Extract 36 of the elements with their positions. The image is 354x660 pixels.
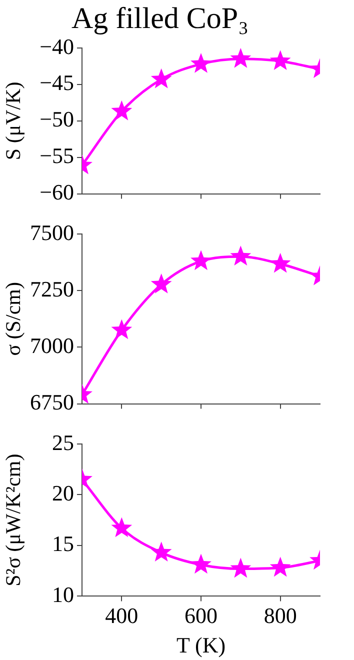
- point: [230, 558, 252, 578]
- y-tick-label: 6750: [30, 390, 74, 415]
- point: [150, 542, 172, 562]
- x-tick-label: 400: [105, 603, 138, 628]
- point: [270, 50, 291, 70]
- chart-title: Ag filled CoP₃: [71, 2, 249, 35]
- y-tick-label: −55: [40, 143, 74, 168]
- y-tick-label: 10: [52, 582, 74, 607]
- x-tick-label: 800: [264, 603, 297, 628]
- y-tick-label: 25: [52, 430, 74, 455]
- y-tick-label: −40: [40, 34, 74, 59]
- point: [190, 53, 212, 73]
- x-tick-label: 600: [184, 603, 218, 628]
- point: [270, 556, 291, 577]
- y-axis-title: S²σ (μW/K²cm): [1, 454, 26, 586]
- point: [190, 554, 212, 574]
- x-axis-title: T (K): [176, 632, 226, 658]
- point: [111, 517, 132, 538]
- point: [150, 273, 172, 294]
- point: [150, 68, 172, 88]
- y-tick-label: 20: [52, 480, 74, 506]
- y-tick-label: 7000: [30, 332, 74, 358]
- y-tick-label: 7250: [30, 276, 74, 302]
- point: [111, 100, 132, 120]
- y-tick-label: 15: [52, 531, 74, 556]
- point: [230, 48, 252, 68]
- point: [270, 252, 291, 273]
- y-axis-title: σ (S/cm): [1, 282, 26, 356]
- y-tick-label: −45: [40, 70, 74, 96]
- point: [111, 319, 132, 340]
- y-tick-label: 7500: [30, 220, 74, 245]
- y-tick-label: −60: [40, 180, 74, 205]
- y-axis-title: S (μV/K): [1, 82, 26, 160]
- point: [190, 250, 212, 270]
- y-tick-label: −50: [40, 106, 74, 132]
- point: [230, 246, 252, 266]
